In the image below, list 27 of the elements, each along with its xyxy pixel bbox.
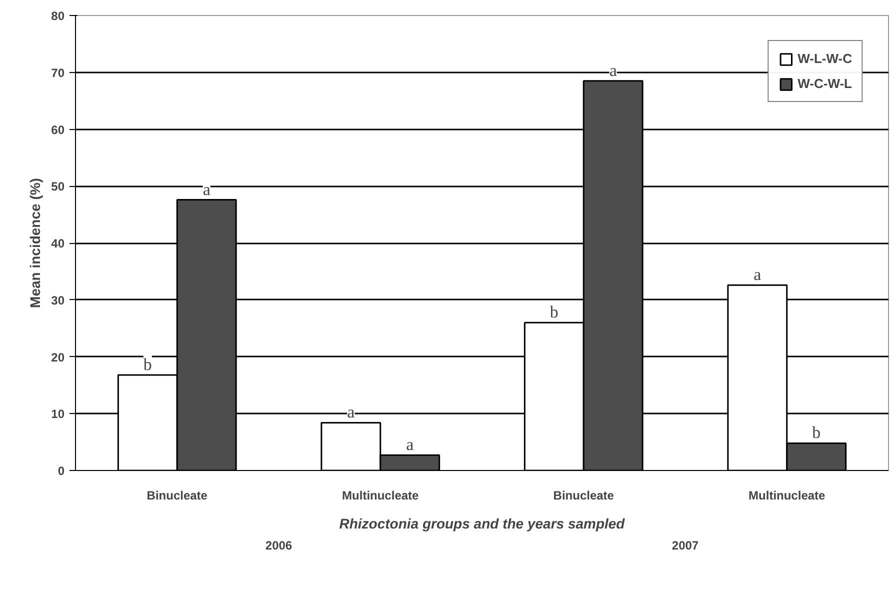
y-tick-label: 70 bbox=[51, 66, 65, 80]
data-label: b bbox=[143, 354, 152, 374]
x-tick-label: Multinucleate bbox=[342, 488, 420, 502]
data-label: a bbox=[202, 180, 211, 199]
x-tick-label: Multinucleate bbox=[748, 488, 826, 502]
x-axis-title: Rhizoctonia groups and the years sampled bbox=[339, 516, 626, 532]
y-tick-label: 30 bbox=[51, 293, 65, 308]
x-tick-label: Binucleate bbox=[146, 488, 208, 502]
data-label: b bbox=[812, 423, 821, 442]
data-label: a bbox=[406, 435, 414, 454]
y-axis-title: Mean incidence (%) bbox=[27, 178, 44, 308]
data-label: a bbox=[609, 60, 618, 80]
y-tick-label: 60 bbox=[51, 122, 65, 137]
y-tick-label: 40 bbox=[51, 236, 65, 250]
y-tick-label: 80 bbox=[51, 9, 65, 23]
text: 2007 bbox=[672, 538, 699, 552]
legend-label: W-C-W-L bbox=[798, 76, 852, 91]
legend-label: W-L-W-C bbox=[798, 51, 852, 66]
x-tick-label: Binucleate bbox=[553, 488, 614, 502]
y-tick-label: 20 bbox=[51, 350, 65, 364]
data-label: a bbox=[754, 265, 762, 284]
y-tick-label: 50 bbox=[51, 180, 65, 194]
text: 2006 bbox=[265, 538, 292, 552]
data-label: b bbox=[550, 302, 558, 322]
data-label: a bbox=[347, 402, 356, 422]
y-tick-label: 0 bbox=[58, 464, 65, 478]
y-tick-label: 10 bbox=[51, 407, 65, 422]
